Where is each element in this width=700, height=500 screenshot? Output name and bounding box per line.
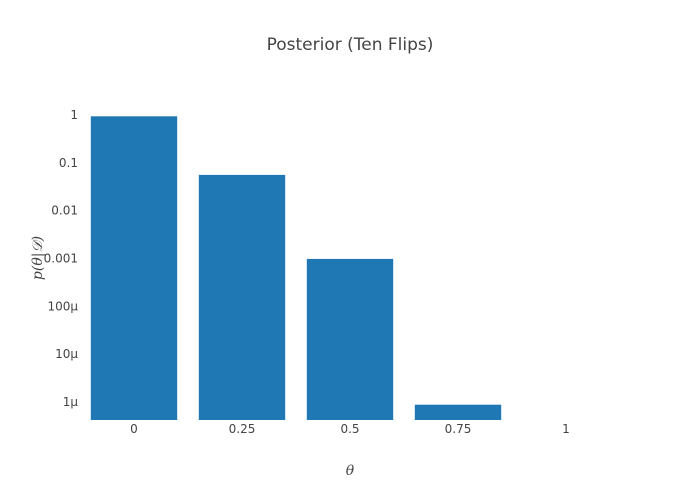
y-tick-label: 100µ [47, 299, 78, 313]
x-axis-label: θ [346, 463, 355, 479]
y-tick-label: 1µ [63, 395, 79, 409]
bar-group [90, 116, 502, 421]
x-tick-group: 0 0.25 0.5 0.75 1 [130, 422, 570, 436]
bar-0.25 [198, 174, 286, 420]
x-tick-label: 1 [562, 422, 570, 436]
chart-title: Posterior (Ten Flips) [267, 35, 434, 55]
y-axis-label: p(θ|𝒟) [30, 236, 46, 280]
bar-0.75 [414, 404, 502, 420]
y-tick-label: 10µ [55, 347, 78, 361]
y-tick-label: 0.001 [44, 252, 78, 266]
bar-0 [90, 116, 178, 421]
x-tick-label: 0.25 [229, 422, 256, 436]
y-tick-label: 0.01 [51, 204, 78, 218]
y-tick-label: 1 [70, 108, 78, 122]
x-tick-label: 0 [130, 422, 138, 436]
y-tick-label: 0.1 [59, 156, 78, 170]
x-tick-label: 0.75 [445, 422, 472, 436]
x-tick-label: 0.5 [340, 422, 359, 436]
bar-0.5 [306, 258, 394, 420]
y-tick-group: 1 0.1 0.01 0.001 100µ 10µ 1µ [44, 108, 79, 409]
